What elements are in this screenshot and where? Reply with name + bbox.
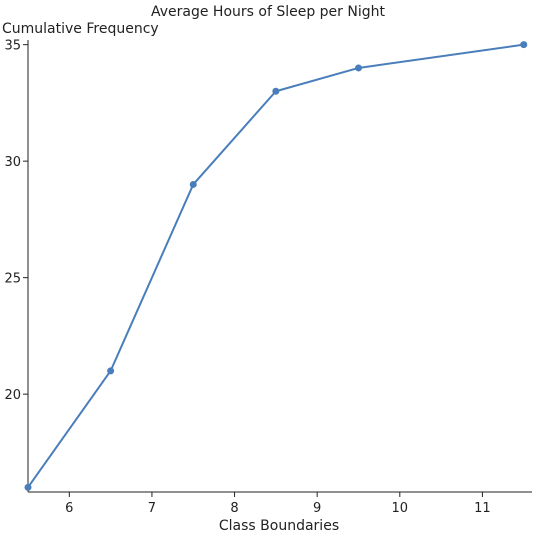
x-tick-label: 7 [148,501,156,516]
x-ticks: 6 7 8 9 10 11 [65,492,491,516]
x-tick-label: 8 [230,501,238,516]
data-point [520,41,528,49]
y-tick-label: 35 [4,39,21,54]
y-tick-label: 20 [4,388,21,403]
data-point [272,87,280,95]
data-point [189,180,197,188]
x-tick-label: 9 [313,501,321,516]
x-tick-label: 11 [474,501,491,516]
data-point [24,483,32,491]
x-tick-label: 10 [392,501,409,516]
x-axis-label: Class Boundaries [219,518,339,534]
data-points [24,41,528,491]
chart-title: Average Hours of Sleep per Night [151,4,386,20]
y-tick-label: 30 [4,155,21,170]
x-tick-label: 6 [65,501,73,516]
y-axis-label: Cumulative Frequency [2,21,159,37]
y-tick-label: 25 [4,272,21,287]
data-point [107,367,115,375]
y-ticks: 20 25 30 35 [4,39,28,403]
data-point [354,64,362,72]
series-line [27,43,524,488]
